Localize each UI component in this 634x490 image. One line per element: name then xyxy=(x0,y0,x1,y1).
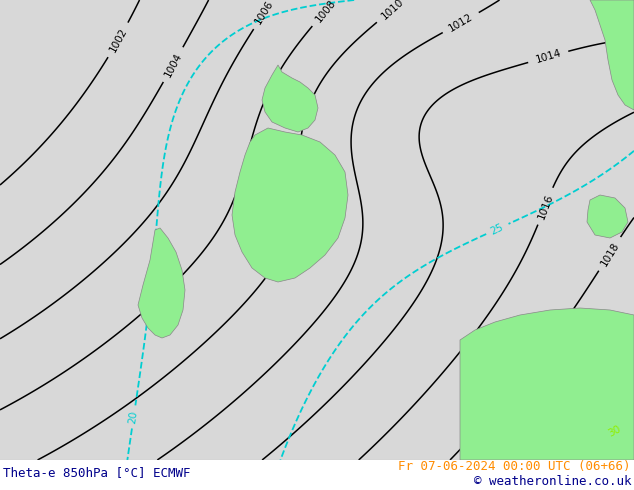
Text: 30: 30 xyxy=(606,423,623,438)
Text: 1016: 1016 xyxy=(536,192,555,220)
Polygon shape xyxy=(590,0,634,110)
Text: 1012: 1012 xyxy=(447,12,475,34)
Text: 1020: 1020 xyxy=(614,336,634,363)
Polygon shape xyxy=(232,128,348,282)
Polygon shape xyxy=(262,65,318,132)
Polygon shape xyxy=(138,228,185,338)
Text: 25: 25 xyxy=(489,221,505,236)
Text: 20: 20 xyxy=(128,410,139,424)
Text: 1002: 1002 xyxy=(108,26,129,54)
Text: 1018: 1018 xyxy=(598,240,621,268)
Polygon shape xyxy=(460,308,634,460)
Text: 1006: 1006 xyxy=(254,0,276,26)
Text: Theta-e 850hPa [°C] ECMWF: Theta-e 850hPa [°C] ECMWF xyxy=(3,466,190,479)
Text: 1004: 1004 xyxy=(162,50,184,78)
Text: 1014: 1014 xyxy=(534,48,562,65)
Text: Fr 07-06-2024 00:00 UTC (06+66): Fr 07-06-2024 00:00 UTC (06+66) xyxy=(399,460,631,473)
Text: © weatheronline.co.uk: © weatheronline.co.uk xyxy=(474,475,631,488)
Polygon shape xyxy=(587,195,628,238)
Bar xyxy=(0,460,634,490)
Text: 1008: 1008 xyxy=(313,0,337,24)
Text: 1010: 1010 xyxy=(379,0,406,22)
